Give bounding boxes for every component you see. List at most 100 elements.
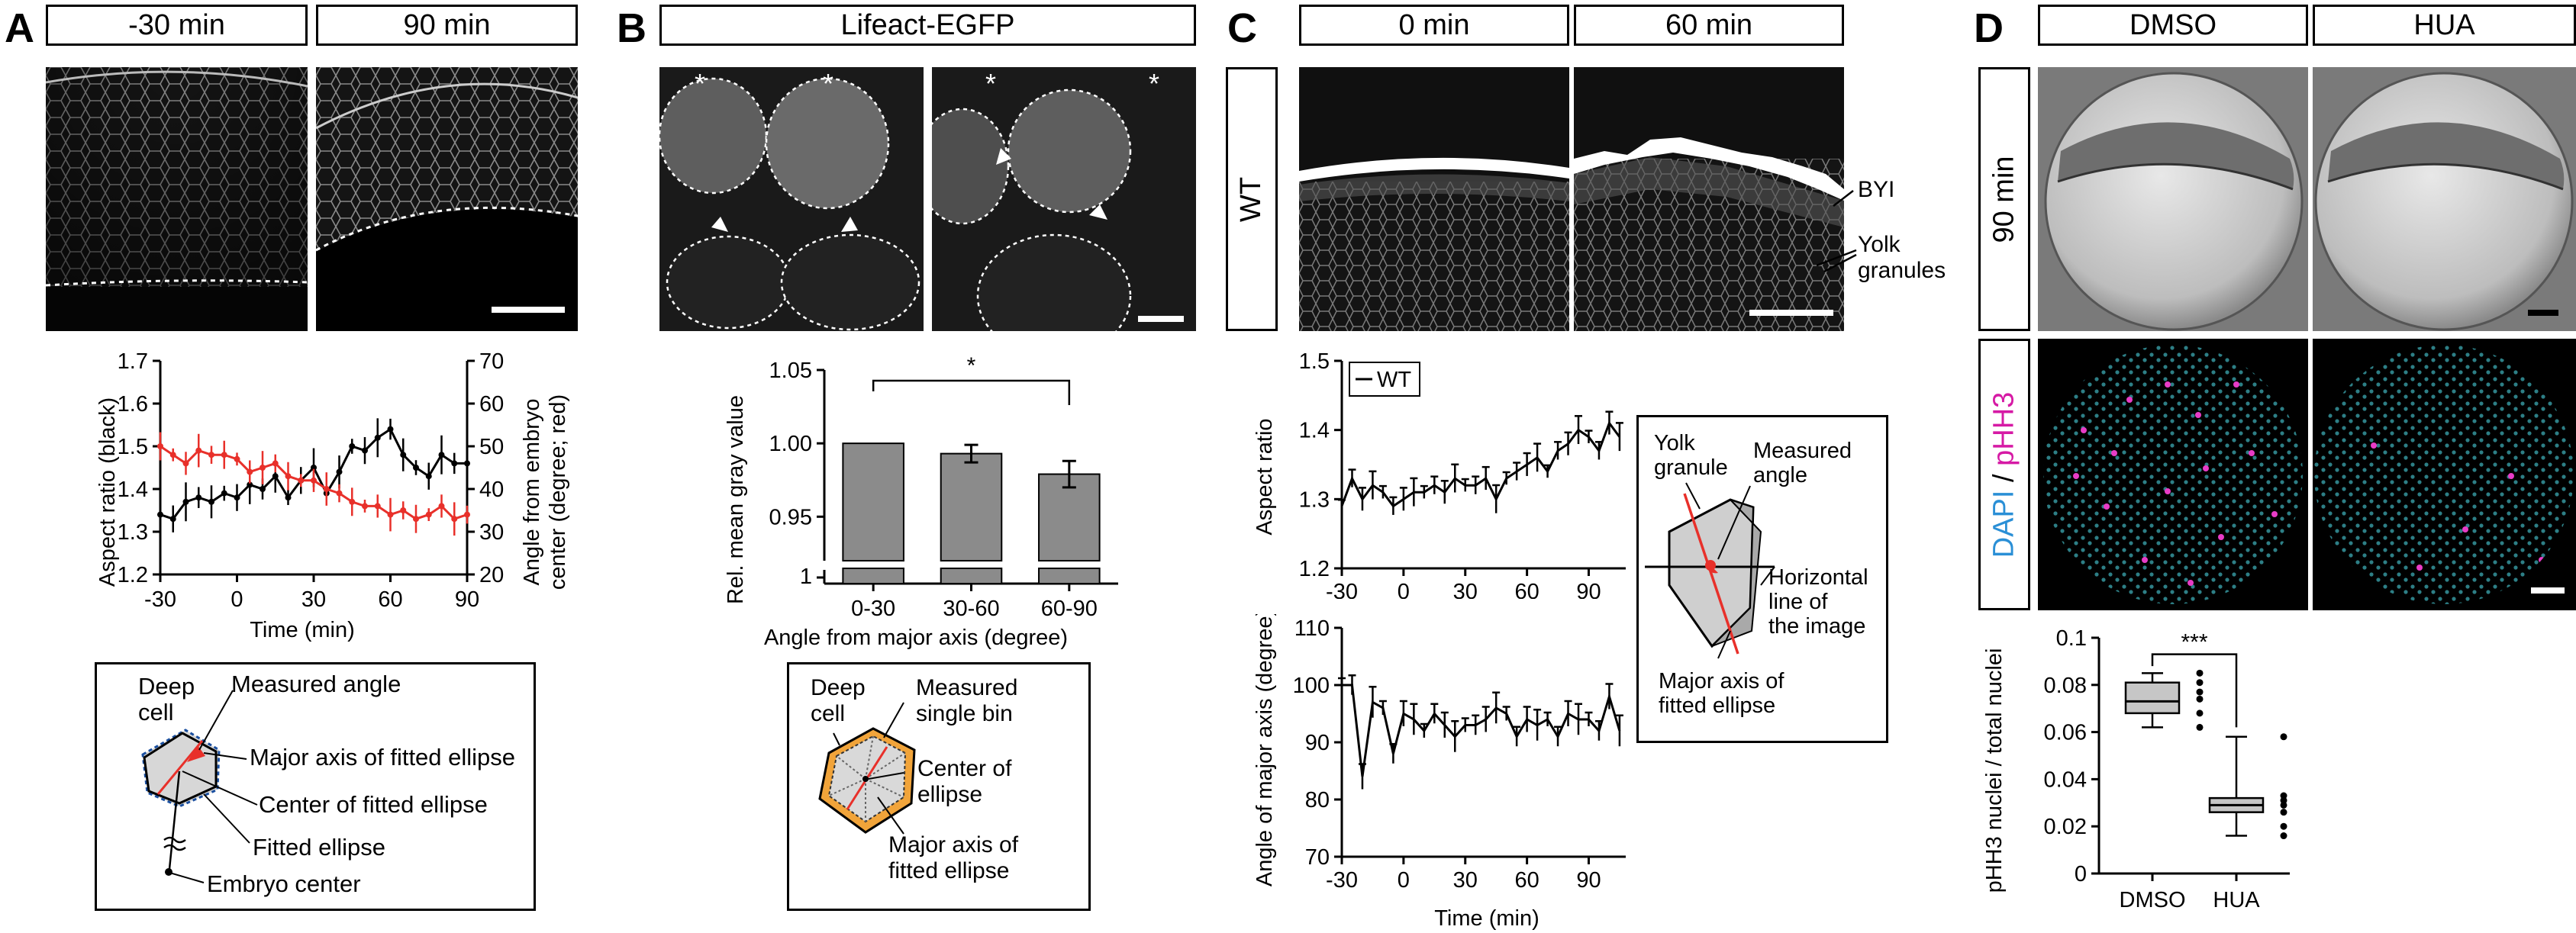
row-label-c-text: WT <box>1235 176 1268 222</box>
chart-d: pHH3 nuclei / total nuclei 0 0.02 0.04 0.06… <box>1982 626 2290 912</box>
chart-a-xlabel: Time (min) <box>250 618 354 642</box>
y-tick-label: 0.06 <box>2044 721 2087 745</box>
chart-c-angle: Angle of major axis (degree) Time (min) … <box>1253 614 1626 931</box>
micrograph-a-90 <box>316 67 578 331</box>
data-point <box>247 481 253 488</box>
data-point <box>169 516 176 523</box>
bar <box>842 442 904 561</box>
significance-bracket <box>872 379 1071 405</box>
y-tick-label: 0.95 <box>769 505 812 529</box>
y2-tick-label: 60 <box>479 392 504 417</box>
data-point <box>464 511 470 518</box>
x-tick-label: 30 <box>1453 868 1478 893</box>
label-measured-bin-b: Measured single bin <box>916 675 1018 726</box>
y-tick-label: 1.3 <box>118 520 148 545</box>
data-point <box>2280 792 2287 799</box>
y-tick-label: 100 <box>1293 674 1330 698</box>
data-point <box>2280 796 2287 804</box>
data-point <box>195 447 202 454</box>
brightfield-d-hua <box>2313 67 2576 331</box>
y-tick-label: 1.7 <box>118 349 148 374</box>
scale-bar <box>2528 310 2558 316</box>
significance-label: * <box>967 353 976 378</box>
label-major-axis-c: Major axis of fitted ellipse <box>1659 669 1785 718</box>
data-point <box>438 503 445 510</box>
micrograph-b-1: * * <box>659 67 924 331</box>
data-point <box>400 507 407 513</box>
y-tick-label: 0.02 <box>2044 815 2087 839</box>
data-point <box>221 452 227 458</box>
x-tick-label: 90 <box>455 587 479 612</box>
data-point <box>362 503 368 510</box>
label-byi: BYI <box>1858 177 1895 202</box>
svg-text:*: * <box>985 68 996 99</box>
data-point <box>451 460 458 467</box>
micrograph-a-minus30 <box>46 67 308 331</box>
data-point <box>2280 733 2287 741</box>
chart-c1-ylabel: Aspect ratio <box>1253 418 1277 535</box>
y-tick-label: 1.6 <box>118 392 148 417</box>
chart-b-ylabel: Rel. mean gray value <box>724 395 748 604</box>
scale-bar <box>492 307 565 313</box>
data-point <box>2280 832 2287 840</box>
row-label-c-wt: WT <box>1226 67 1278 331</box>
header-d-hua: HUA <box>2313 5 2576 46</box>
y-tick-label: 70 <box>1305 845 1330 870</box>
chart-a-y2label-2: center (degree; red) <box>546 394 570 590</box>
y-tick-label: 90 <box>1305 731 1330 755</box>
x-tick-label: 30 <box>1453 580 1478 599</box>
scale-bar <box>1749 310 1833 316</box>
schematic-c: Yolk granule Measured angle Horizontal l… <box>1636 415 1888 743</box>
data-point <box>247 468 253 475</box>
chart-a-ylabel: Aspect ratio (black) <box>95 397 120 587</box>
data-point <box>336 490 343 497</box>
row-label-d-stain: DAPI / pHH3 <box>1978 339 2030 610</box>
data-point <box>195 494 202 501</box>
y-tick-label: 1.5 <box>1299 349 1330 374</box>
data-point <box>285 473 292 480</box>
data-point <box>2196 679 2204 687</box>
y-tick-label: 1.2 <box>118 563 148 587</box>
data-point <box>425 511 432 518</box>
y-tick-label: 1.2 <box>1299 557 1330 581</box>
label-yolk-granules: Yolk granules <box>1858 232 1946 283</box>
micrograph-c-0 <box>1299 67 1569 331</box>
chart-c2-ylabel: Angle of major axis (degree) <box>1253 614 1277 886</box>
y-tick-label: 80 <box>1305 788 1330 812</box>
stain-phh3: pHH3 <box>1988 391 2020 466</box>
x-tick-label: 60 <box>378 587 402 612</box>
bar <box>1038 473 1101 562</box>
data-point <box>298 477 305 484</box>
data-point <box>374 434 381 441</box>
x-tick-label: 0 <box>231 587 243 612</box>
data-point <box>272 460 279 467</box>
bar <box>940 452 1003 561</box>
chart-b: Rel. mean gray value Angle from major ax… <box>724 353 1118 650</box>
data-point <box>425 473 432 480</box>
box <box>2124 681 2181 715</box>
schematic-b: Deep cell Measured single bin Center of … <box>787 662 1091 911</box>
data-point <box>2196 709 2204 717</box>
y-tick-label: 0.08 <box>2044 674 2087 698</box>
label-major-axis-b: Major axis of fitted ellipse <box>888 832 1019 883</box>
y2-tick-label: 20 <box>479 563 504 587</box>
x-tick-label: 0 <box>1398 868 1410 893</box>
y-tick-label: 1.4 <box>118 478 148 502</box>
data-point <box>2280 809 2287 816</box>
label-center-a: Center of fitted ellipse <box>259 791 488 818</box>
data-point <box>349 443 356 449</box>
y-tick-label: 0 <box>2075 862 2087 886</box>
fluor-d-hua <box>2313 339 2576 610</box>
label-horizontal-c: Horizontal line of the image <box>1768 565 1868 639</box>
data-point <box>234 494 240 501</box>
bar-lower <box>842 568 904 584</box>
chart-c2-xlabel: Time (min) <box>1434 906 1539 931</box>
svg-text:*: * <box>695 68 705 99</box>
y2-tick-label: 50 <box>479 435 504 459</box>
data-point <box>374 503 381 510</box>
label-measured-angle-a: Measured angle <box>231 671 401 697</box>
data-point <box>400 452 407 458</box>
label-fitted-ellipse-a: Fitted ellipse <box>253 834 386 861</box>
significance-label: *** <box>2181 630 2207 655</box>
x-tick-label: 30 <box>301 587 326 612</box>
